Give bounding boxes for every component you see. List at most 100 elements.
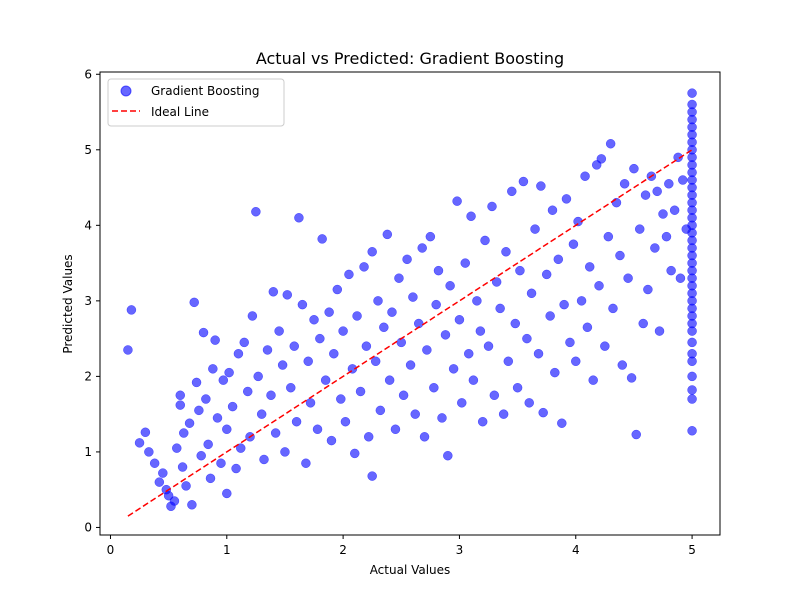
scatter-point [565, 337, 575, 348]
scatter-point [332, 284, 343, 295]
scatter-point [652, 186, 662, 197]
scatter-point [268, 287, 279, 297]
scatter-point [454, 314, 465, 325]
x-tick-label: 2 [339, 543, 347, 557]
scatter-point [475, 326, 486, 336]
scatter-point [617, 360, 628, 370]
scatter-point [510, 318, 521, 329]
scatter-point [631, 429, 641, 440]
scatter-point [355, 386, 366, 397]
y-tick-label: 3 [84, 294, 92, 308]
scatter-point [303, 356, 313, 367]
scatter-point [666, 265, 676, 276]
scatter-point [422, 345, 432, 355]
y-tick-label: 0 [84, 520, 92, 534]
scatter-point [526, 288, 537, 299]
scatter-point [557, 418, 567, 428]
scatter-point [638, 318, 648, 329]
scatter-point [324, 307, 334, 317]
scatter-point [317, 234, 327, 244]
scatter-point [536, 181, 546, 191]
scatter-point [588, 375, 598, 385]
scatter-point [541, 269, 552, 280]
scatter-point [187, 500, 197, 510]
scatter-point [297, 299, 308, 310]
scatter-point [600, 341, 610, 351]
scatter-point [468, 375, 479, 385]
scatter-point [538, 407, 548, 418]
scatter-point [123, 345, 133, 355]
scatter-point [457, 398, 467, 408]
scatter-point [576, 296, 587, 306]
scatter-point [394, 273, 404, 283]
scatter-point [584, 262, 595, 272]
scatter-point [175, 390, 186, 401]
scatter-point [344, 269, 354, 280]
scatter-point [144, 447, 154, 457]
scatter-point [417, 243, 427, 253]
legend-label-scatter: Gradient Boosting [151, 84, 259, 98]
scatter-point [294, 213, 304, 223]
scatter-point [239, 337, 249, 348]
scatter-point [487, 201, 497, 212]
scatter-point [445, 281, 455, 291]
scatter-point [266, 390, 276, 401]
scatter-point [140, 427, 151, 438]
scatter-point [491, 277, 502, 287]
y-tick-label: 6 [84, 67, 92, 81]
scatter-point [212, 413, 223, 423]
x-tick-label: 0 [107, 543, 115, 557]
scatter-point [222, 424, 232, 435]
scatter-point [629, 163, 639, 174]
scatter-point [149, 458, 160, 468]
scatter-point [477, 416, 488, 427]
scatter-point [605, 139, 616, 149]
scatter-point [259, 454, 269, 465]
legend-marker-scatter [120, 85, 132, 97]
scatter-point [596, 154, 607, 164]
scatter-point [363, 432, 374, 442]
scatter-point [367, 471, 377, 481]
scatter-point [664, 179, 674, 189]
scatter-point [431, 299, 441, 310]
y-axis-label: Predicted Values [61, 254, 75, 353]
scatter-point [498, 409, 509, 419]
scatter-point [463, 348, 474, 359]
scatter-point [678, 175, 688, 185]
scatter-point [289, 341, 300, 351]
scatter-point [626, 373, 637, 383]
x-tick-label: 4 [572, 543, 580, 557]
scatter-point [312, 424, 323, 435]
scatter-point [194, 405, 204, 416]
scatter-point [658, 209, 668, 219]
scatter-point [687, 371, 697, 382]
scatter-point [326, 435, 337, 446]
scatter-point [282, 290, 293, 300]
scatter-point [603, 231, 614, 242]
scatter-point [410, 409, 420, 419]
scatter-point [643, 284, 653, 295]
scatter-point [405, 360, 416, 370]
scatter-point [524, 398, 534, 408]
scatter-point [336, 394, 346, 404]
scatter-point [608, 303, 618, 314]
scatter-point [253, 371, 263, 382]
scatter-point [687, 337, 697, 348]
scatter-point [515, 265, 525, 276]
scatter-point [480, 235, 490, 246]
legend: Gradient Boosting Ideal Line [107, 78, 285, 127]
scatter-point [443, 450, 453, 461]
scatter-point [179, 428, 189, 438]
scatter-point [545, 311, 555, 321]
scatter-point [687, 385, 697, 395]
scatter-point [472, 296, 482, 306]
scatter-point [370, 356, 381, 367]
scatter-point [507, 186, 517, 197]
scatter-point [233, 348, 244, 359]
scatter-point [433, 265, 444, 276]
scatter-point [305, 398, 316, 408]
scatter-point [501, 247, 511, 257]
x-tick-label: 5 [688, 543, 696, 557]
scatter-point [619, 179, 630, 189]
scatter-point [222, 488, 232, 499]
